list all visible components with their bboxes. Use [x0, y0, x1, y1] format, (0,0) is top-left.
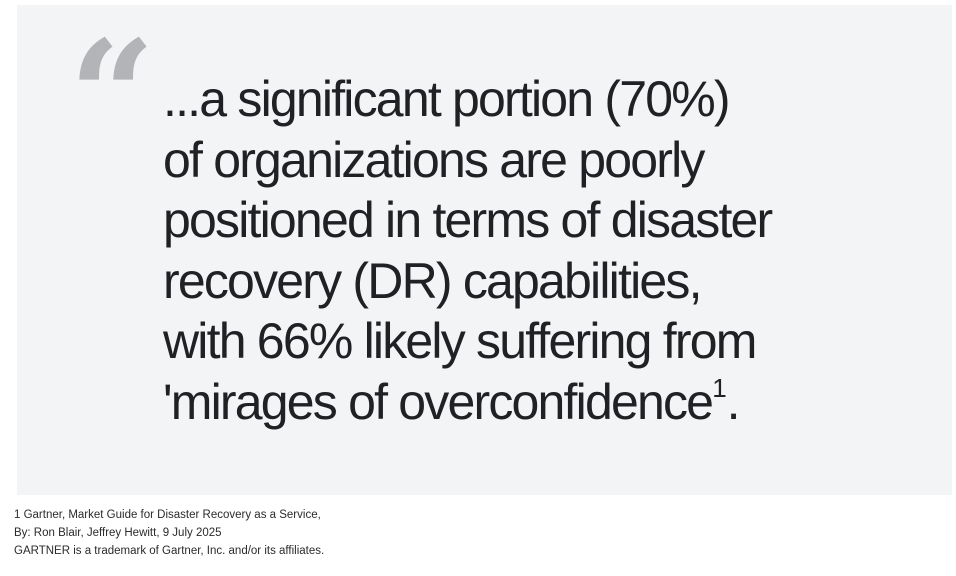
quote-line-5: with 66% likely suffering from — [163, 313, 757, 369]
quote-line-1: ...a significant portion (70%) — [163, 71, 731, 127]
quote-mark-icon: “ — [69, 8, 155, 184]
footnote-reference: 1 — [712, 372, 727, 403]
quote-line-2: of organizations are poorly — [163, 131, 705, 188]
footnote: 1 Gartner, Market Guide for Disaster Rec… — [14, 506, 324, 560]
footnote-line-source: 1 Gartner, Market Guide for Disaster Rec… — [14, 509, 321, 521]
quote-closing-period: . — [726, 373, 741, 430]
footnote-line-trademark: GARTNER is a trademark of Gartner, Inc. … — [14, 545, 325, 557]
quote-line-3: positioned in terms of disaster — [163, 192, 773, 248]
quote-text: ...a significant portion (70%) of organi… — [163, 69, 933, 432]
quote-line-6: 'mirages of overconfidence — [163, 373, 714, 430]
quote-line-6-wrapper: 'mirages of overconfidence1. — [163, 372, 933, 433]
quote-line-4: recovery (DR) capabilities, — [163, 252, 702, 309]
footnote-line-authors: By: Ron Blair, Jeffrey Hewitt, 9 July 20… — [14, 527, 222, 539]
quote-card: “ ...a significant portion (70%) of orga… — [17, 5, 952, 495]
